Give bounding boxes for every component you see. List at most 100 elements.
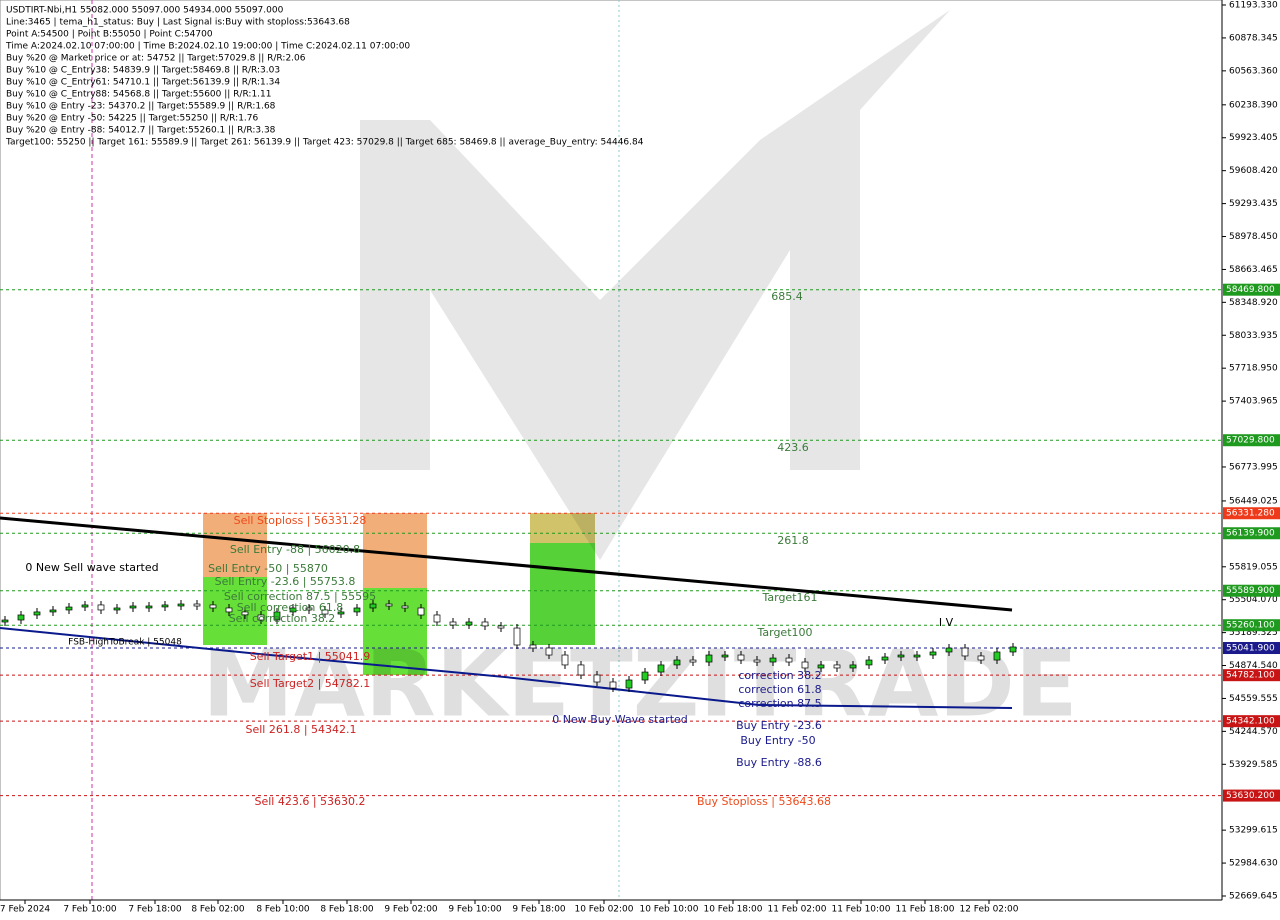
annotation: correction 87.5 <box>738 697 821 710</box>
annotation: Sell Stoploss | 56331.28 <box>234 514 367 527</box>
level-label: 55589.900 <box>1226 586 1275 596</box>
candle <box>385 603 393 607</box>
candle <box>129 605 137 609</box>
info-line: Target100: 55250 || Target 161: 55589.9 … <box>5 138 644 148</box>
y-tick-label: 61193.330 <box>1229 1 1278 11</box>
x-tick-label: 7 Feb 10:00 <box>63 905 117 915</box>
annotation: correction 38.2 <box>738 669 821 682</box>
candle <box>961 647 969 657</box>
level-label: 53630.200 <box>1226 791 1275 801</box>
candle <box>785 657 793 663</box>
x-tick-label: 9 Feb 02:00 <box>384 905 438 915</box>
candle <box>481 621 489 627</box>
x-tick-label: 8 Feb 18:00 <box>320 905 374 915</box>
annotation: Target100 <box>756 626 812 639</box>
candle <box>81 604 89 608</box>
info-line: Line:3465 | tema_h1_status: Buy | Last S… <box>6 18 350 28</box>
candle <box>497 625 505 629</box>
moving-average <box>0 516 1013 612</box>
level-label: 58469.800 <box>1226 285 1275 295</box>
candle <box>305 607 313 611</box>
candle <box>769 657 777 663</box>
level-tag <box>1223 507 1280 520</box>
level-tag <box>1223 789 1280 802</box>
level-tag <box>1223 642 1280 655</box>
y-tick-label: 54874.540 <box>1229 661 1278 671</box>
level-label: 54342.100 <box>1226 717 1275 727</box>
annotation: Sell Target1 | 55041.9 <box>250 650 371 663</box>
candle <box>145 605 153 609</box>
x-tick-label: 12 Feb 02:00 <box>959 905 1018 915</box>
candle <box>577 664 585 676</box>
y-tick-label: 60878.345 <box>1229 33 1278 43</box>
annotation: Sell 261.8 | 54342.1 <box>245 723 356 736</box>
candle <box>401 605 409 609</box>
info-line: Point A:54500 | Point B:55050 | Point C:… <box>6 30 213 40</box>
annotation: correction 61.8 <box>738 683 821 696</box>
sell-zone <box>203 577 267 645</box>
candle <box>97 604 105 611</box>
y-tick-label: 60238.390 <box>1229 100 1278 110</box>
candle <box>625 679 633 689</box>
candle <box>209 604 217 609</box>
level-label: 55260.100 <box>1226 621 1275 631</box>
candle <box>369 603 377 609</box>
candle <box>673 659 681 666</box>
candle <box>337 611 345 615</box>
watermark-logo <box>360 10 950 560</box>
annotation: Buy Entry -88.6 <box>736 756 822 769</box>
y-tick-label: 54559.555 <box>1229 694 1278 704</box>
info-line: Time A:2024.02.10 07:00:00 | Time B:2024… <box>5 42 410 52</box>
level-tag <box>1223 527 1280 540</box>
candle <box>449 621 457 626</box>
candle <box>833 664 841 669</box>
x-tick-label: 8 Feb 10:00 <box>256 905 310 915</box>
x-tick-label: 10 Feb 18:00 <box>703 905 762 915</box>
x-tick-label: 11 Feb 18:00 <box>895 905 954 915</box>
candle <box>273 611 281 621</box>
y-tick-label: 57718.950 <box>1229 364 1278 374</box>
candle <box>913 654 921 658</box>
candle <box>657 664 665 673</box>
candle <box>353 607 361 613</box>
annotation: Buy Stoploss | 53643.68 <box>697 795 831 808</box>
annotation: Buy Entry -50 <box>740 734 815 747</box>
x-tick-label: 10 Feb 02:00 <box>574 905 633 915</box>
annotation: Sell Target2 | 54782.1 <box>250 677 371 690</box>
annotation: Sell Entry -88 | 56020.8 <box>230 543 360 556</box>
level-tag <box>1223 715 1280 728</box>
candle <box>1009 646 1017 653</box>
candle <box>241 611 249 616</box>
info-line: Buy %20 @ Entry -50: 54225 || Target:552… <box>6 114 259 124</box>
info-line: USDTIRT-Nbi,H1 55082.000 55097.000 54934… <box>6 6 284 16</box>
candle <box>257 614 265 621</box>
y-tick-label: 59293.435 <box>1229 199 1278 209</box>
annotation: Sell correction 38.2 <box>229 612 336 625</box>
candle <box>529 644 537 649</box>
candle <box>609 681 617 689</box>
candle <box>561 654 569 666</box>
info-line: Buy %20 @ Entry -88: 54012.7 || Target:5… <box>6 126 276 136</box>
x-tick-label: 11 Feb 02:00 <box>767 905 826 915</box>
y-tick-label: 52669.645 <box>1229 892 1278 902</box>
candle <box>513 627 521 646</box>
candle <box>161 604 169 608</box>
candle <box>1 619 9 623</box>
x-tick-label: 10 Feb 10:00 <box>639 905 698 915</box>
level-label: 54782.100 <box>1226 671 1275 681</box>
annotation: Sell 423.6 | 53630.2 <box>254 795 365 808</box>
candle <box>929 651 937 656</box>
annotation: 261.8 <box>777 534 809 547</box>
plot-area <box>0 0 1223 901</box>
candle <box>865 659 873 666</box>
candle <box>705 654 713 663</box>
candle <box>689 659 697 663</box>
candle <box>193 603 201 607</box>
info-line: Buy %10 @ Entry -23: 54370.2 || Target:5… <box>6 102 276 112</box>
y-tick-label: 56773.995 <box>1229 462 1278 472</box>
sell-zone <box>203 513 267 577</box>
info-line: Buy %10 @ C_Entry38: 54839.9 || Target:5… <box>6 66 280 76</box>
candle <box>881 656 889 661</box>
x-tick-label: 7 Feb 18:00 <box>128 905 182 915</box>
